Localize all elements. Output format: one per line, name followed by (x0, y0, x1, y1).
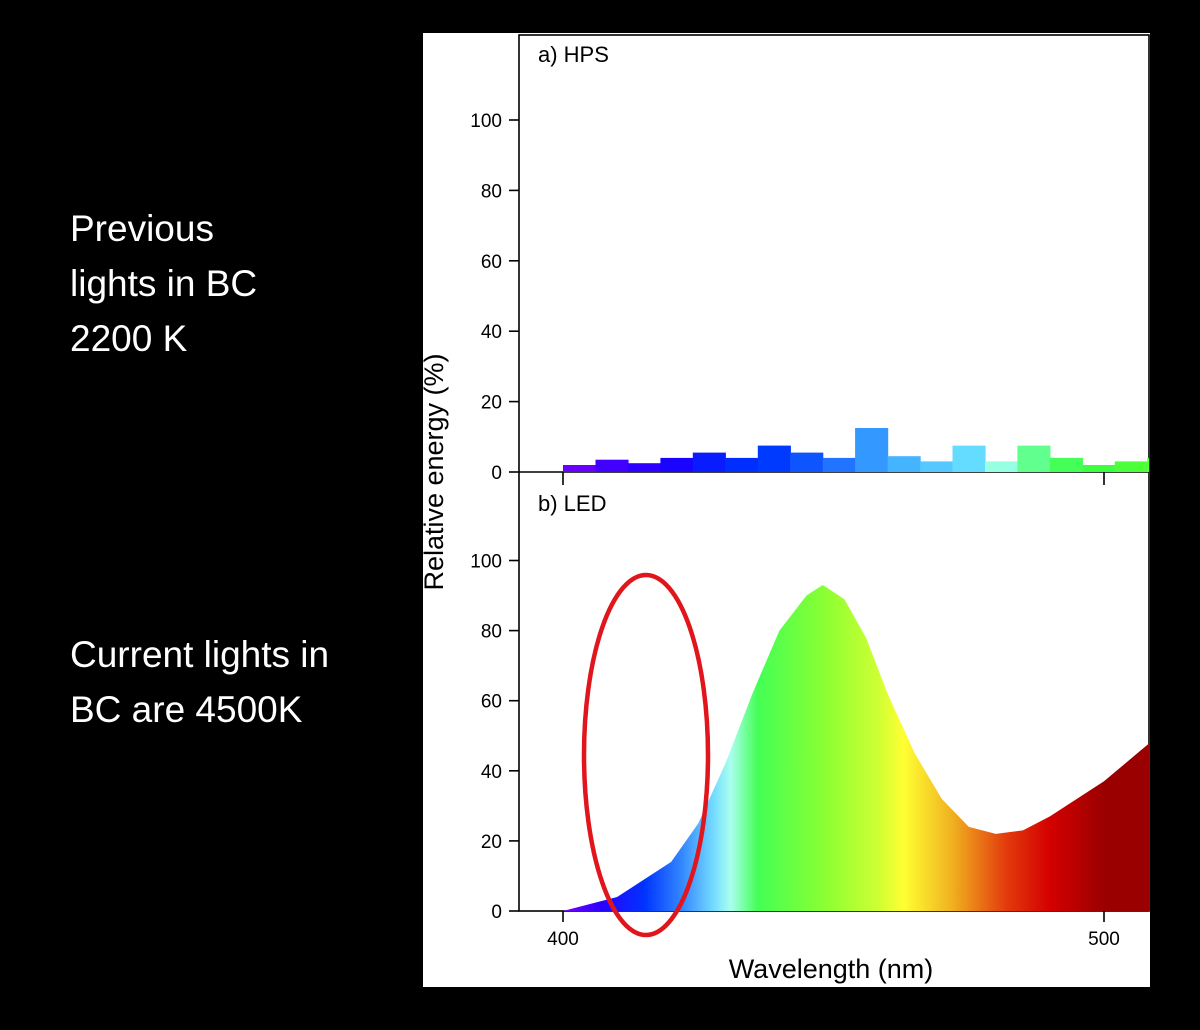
y-tick-label: 60 (481, 252, 502, 273)
caption-line: Previous (70, 208, 214, 249)
hps-bar (660, 457, 694, 472)
hps-bar (725, 457, 759, 472)
x-tick-label: 500 (1088, 929, 1120, 950)
caption-line: 2200 K (70, 318, 188, 359)
hps-bar (855, 428, 889, 472)
hps-bar (887, 456, 921, 472)
hps-bar (1082, 465, 1116, 472)
y-tick-label: 40 (481, 762, 502, 783)
y-tick-label: 80 (481, 181, 502, 202)
caption-line: BC are 4500K (70, 689, 303, 730)
hps-bar-series (563, 419, 1200, 472)
hps-bar (692, 452, 726, 472)
caption-line: lights in BC (70, 263, 258, 304)
hps-bar (1017, 445, 1051, 472)
hps-bar (1049, 457, 1083, 472)
x-axis: 400500600700 (547, 911, 1120, 950)
x-axis-label: Wavelength (nm) (729, 954, 934, 984)
hps-bar (595, 459, 629, 472)
y-tick-label: 100 (470, 111, 502, 132)
blue-peak-highlight (581, 572, 711, 938)
y-tick-label: 40 (481, 322, 502, 343)
hps-bar (757, 445, 791, 472)
x-tick-label: 400 (547, 929, 579, 950)
caption-previous-lights: Previous lights in BC 2200 K (70, 201, 257, 366)
hps-bar (822, 457, 856, 472)
led-spectrum-area (563, 585, 1149, 911)
y-tick-label: 0 (491, 463, 502, 484)
y-tick-label: 100 (470, 552, 502, 573)
y-tick-label: 60 (481, 692, 502, 713)
hps-bar (563, 465, 597, 472)
hps-bar (985, 461, 1019, 472)
hps-bar (1180, 419, 1200, 472)
hps-bar (1114, 461, 1148, 472)
y-axis-top: 0 20 40 60 80 100 (470, 111, 519, 484)
caption-line: Current lights in (70, 634, 330, 675)
caption-current-lights: Current lights in BC are 4500K (70, 627, 329, 737)
hps-bar (920, 461, 954, 472)
hps-bar (790, 452, 824, 472)
y-tick-label: 20 (481, 393, 502, 414)
y-tick-label: 0 (491, 902, 502, 923)
panel-b-title: b) LED (538, 491, 606, 516)
y-axis-bottom: 0 20 40 60 80 100 (470, 552, 519, 923)
x-ticks-divider (562, 472, 1105, 485)
hps-bar (1147, 457, 1149, 472)
panel-a-title: a) HPS (538, 42, 609, 67)
hps-bar (627, 463, 661, 472)
y-tick-label: 80 (481, 622, 502, 643)
y-tick-label: 20 (481, 832, 502, 853)
y-axis-label: Relative energy (%) (419, 353, 449, 590)
hps-bar (952, 445, 986, 472)
